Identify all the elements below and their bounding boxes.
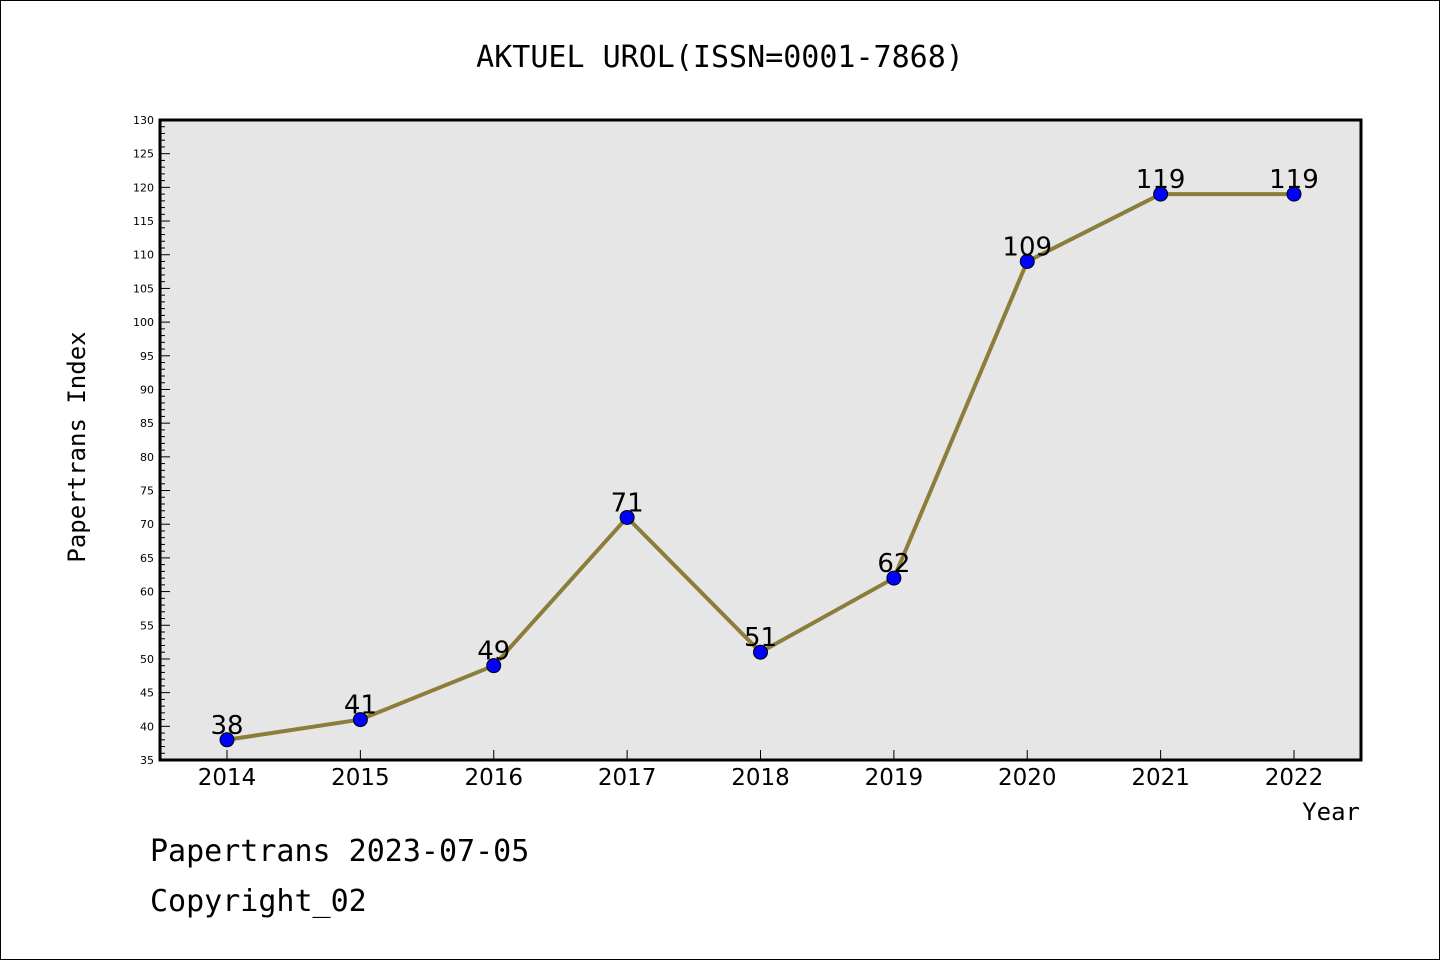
y-tick-label: 125	[133, 148, 154, 161]
y-tick-label: 90	[140, 383, 154, 396]
data-label: 71	[611, 488, 644, 518]
data-point	[753, 644, 768, 660]
y-tick-label: 75	[140, 485, 154, 498]
data-point	[619, 509, 635, 525]
y-tick-label: 70	[140, 518, 154, 531]
data-label: 51	[744, 623, 777, 653]
y-tick-label: 115	[133, 215, 154, 228]
y-tick-label: 65	[140, 552, 154, 565]
y-axis-label: Papertrans Index	[63, 331, 91, 562]
x-tick-label: 2014	[198, 765, 257, 791]
y-tick-label: 35	[140, 754, 154, 767]
data-label: 38	[210, 711, 243, 741]
y-axis-ticks: 35 40 45 50 55 60 65 70 75 80 85 90 95 100 105 110 115 12…	[133, 114, 170, 767]
y-tick-label: 80	[140, 451, 154, 464]
y-tick-label: 60	[140, 586, 154, 599]
data-point	[886, 570, 902, 586]
x-tick-label: 2020	[998, 765, 1057, 791]
y-tick-label: 95	[140, 350, 154, 363]
data-point	[1019, 253, 1035, 269]
data-point	[219, 732, 235, 748]
footer-date-caption: Papertrans 2023-07-05	[150, 834, 530, 869]
x-tick-label: 2018	[731, 765, 790, 791]
data-point	[352, 712, 368, 728]
data-point	[486, 658, 502, 674]
series-layer	[219, 186, 1302, 748]
y-tick-label: 105	[133, 282, 154, 295]
y-tick-label: 85	[140, 417, 154, 430]
footer-copyright-caption: Copyright_02	[150, 884, 367, 919]
plot-area	[160, 120, 1361, 760]
x-axis-ticks: 2014 2015 2016 2017 2018 2019 2020 2021 2022	[198, 750, 1324, 791]
data-labels-layer: 38 41 49 71 51 62 109 119 119	[210, 165, 1318, 741]
x-tick-label: 2021	[1131, 765, 1190, 791]
y-tick-label: 45	[140, 687, 154, 700]
plot-border	[158, 118, 1363, 762]
x-tick-label: 2022	[1265, 765, 1324, 791]
x-tick-label: 2017	[598, 765, 657, 791]
x-tick-label: 2019	[865, 765, 924, 791]
y-tick-label: 100	[133, 316, 154, 329]
data-point	[1286, 186, 1302, 202]
data-label: 49	[477, 637, 510, 667]
y-tick-label: 130	[133, 114, 154, 127]
data-label: 109	[1002, 232, 1052, 262]
y-tick-label: 55	[140, 619, 154, 632]
chart-title: AKTUEL UROL(ISSN=0001-7868)	[476, 40, 964, 75]
y-tick-label: 120	[133, 181, 154, 194]
y-tick-label: 40	[140, 720, 154, 733]
y-tick-label: 50	[140, 653, 154, 666]
data-label: 41	[344, 691, 377, 721]
y-tick-label: 110	[133, 249, 154, 262]
data-label: 62	[877, 549, 910, 579]
x-tick-label: 2015	[331, 765, 390, 791]
data-label: 119	[1269, 165, 1319, 195]
x-axis-label: Year	[1302, 798, 1360, 826]
data-label: 119	[1136, 165, 1186, 195]
x-tick-label: 2016	[464, 765, 523, 791]
data-point	[1153, 186, 1169, 202]
